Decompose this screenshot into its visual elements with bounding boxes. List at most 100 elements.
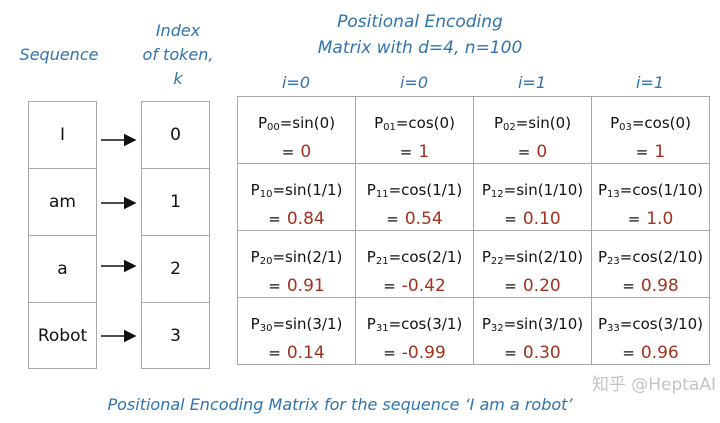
index-box: 0 (141, 101, 210, 169)
cell-formula: P11=cos(1/1) (356, 178, 473, 207)
formula: =cos(0) (631, 114, 691, 132)
matrix-cell: P20=sin(2/1) = 0.91 (237, 230, 356, 298)
formula: =sin(0) (279, 114, 336, 132)
cell-formula: P13=cos(1/10) (592, 178, 709, 207)
formula: =sin(1/1) (272, 181, 343, 199)
cell-formula: P33=cos(3/10) (592, 312, 709, 341)
formula: =cos(3/10) (619, 315, 703, 333)
matrix-cell: P33=cos(3/10) = 0.96 (591, 297, 710, 365)
p-subscript: 03 (619, 122, 632, 133)
p-symbol: P (481, 181, 491, 199)
formula: =cos(1/1) (388, 181, 463, 199)
equals: = (622, 344, 635, 362)
p-subscript: 20 (259, 256, 273, 267)
cell-formula: P00=sin(0) (238, 111, 355, 140)
equals: = (622, 277, 635, 295)
p-subscript: 23 (607, 256, 620, 267)
cell-value: = 0.30 (474, 341, 591, 365)
token-box: am (28, 168, 97, 236)
matrix-cell: P12=sin(1/10) = 0.10 (473, 163, 592, 231)
value: -0.42 (401, 276, 446, 296)
column-header: i=1 (635, 73, 665, 92)
value: 0 (536, 142, 548, 162)
cell-formula: P22=sin(2/10) (474, 245, 591, 274)
cell-value: = 1.0 (592, 207, 709, 231)
p-symbol: P (257, 114, 267, 132)
matrix-cell: P00=sin(0) = 0 (237, 96, 356, 164)
p-subscript: 13 (607, 189, 620, 200)
matrix-cell: P01=cos(0) = 1 (355, 96, 474, 164)
watermark: 知乎 @HeptaAI (591, 375, 716, 395)
p-subscript: 11 (375, 189, 389, 200)
cell-value: = 0.84 (238, 207, 355, 231)
sequence-label: Sequence (19, 45, 99, 64)
cell-formula: P02=sin(0) (474, 111, 591, 140)
formula: =sin(2/10) (503, 248, 584, 266)
cell-formula: P03=cos(0) (592, 111, 709, 140)
cell-value: = 0.54 (356, 207, 473, 231)
p-subscript: 00 (267, 122, 280, 133)
p-symbol: P (598, 315, 608, 333)
equals: = (268, 344, 281, 362)
equals: = (399, 143, 413, 161)
value: 0.20 (522, 276, 561, 296)
formula: =cos(1/10) (619, 181, 703, 199)
cell-value: = 0.98 (592, 274, 709, 298)
p-subscript: 01 (383, 122, 396, 133)
caption: Positional Encoding Matrix for the seque… (107, 395, 573, 414)
value: 0.30 (522, 343, 561, 363)
equals: = (268, 277, 281, 295)
matrix-cell: P31=cos(3/1) = -0.99 (355, 297, 474, 365)
equals: = (504, 277, 517, 295)
cell-value: = 0.96 (592, 341, 709, 365)
p-symbol: P (250, 181, 260, 199)
cell-formula: P21=cos(2/1) (356, 245, 473, 274)
cell-value: = 0 (474, 140, 591, 164)
cell-formula: P23=cos(2/10) (592, 245, 709, 274)
cell-formula: P10=sin(1/1) (238, 178, 355, 207)
value: 0.84 (286, 209, 325, 229)
p-symbol: P (598, 248, 608, 266)
p-subscript: 33 (607, 323, 620, 334)
value: 0 (300, 142, 312, 162)
value: 0.10 (522, 209, 561, 229)
formula: =cos(0) (395, 114, 455, 132)
p-subscript: 30 (259, 323, 273, 334)
formula: =sin(3/1) (272, 315, 343, 333)
cell-formula: P31=cos(3/1) (356, 312, 473, 341)
value: 0.14 (286, 343, 325, 363)
cell-value: = 0 (238, 140, 355, 164)
matrix-cell: P13=cos(1/10) = 1.0 (591, 163, 710, 231)
equals: = (383, 344, 396, 362)
cell-value: = -0.42 (356, 274, 473, 298)
token-box: a (28, 235, 97, 303)
index-label: of token, (142, 45, 214, 64)
cell-formula: P01=cos(0) (356, 111, 473, 140)
value: 1 (654, 142, 666, 162)
cell-value: = 1 (356, 140, 473, 164)
p-symbol: P (610, 114, 620, 132)
p-symbol: P (366, 181, 376, 199)
equals: = (383, 277, 396, 295)
p-symbol: P (493, 114, 503, 132)
cell-value: = 0.91 (238, 274, 355, 298)
formula: =cos(3/1) (388, 315, 463, 333)
matrix-title: Positional Encoding (337, 12, 503, 32)
p-subscript: 12 (490, 189, 504, 200)
formula: =cos(2/1) (388, 248, 463, 266)
index-label: k (173, 69, 183, 88)
formula: =sin(2/1) (272, 248, 343, 266)
p-subscript: 02 (503, 122, 516, 133)
cell-formula: P20=sin(2/1) (238, 245, 355, 274)
formula: =sin(0) (515, 114, 572, 132)
p-symbol: P (250, 315, 260, 333)
p-symbol: P (481, 248, 491, 266)
p-subscript: 31 (375, 323, 389, 334)
matrix-cell: P23=cos(2/10) = 0.98 (591, 230, 710, 298)
equals: = (268, 210, 281, 228)
token-box: Robot (28, 302, 97, 369)
cell-formula: P12=sin(1/10) (474, 178, 591, 207)
column-header: i=1 (517, 73, 547, 92)
formula: =cos(2/10) (619, 248, 703, 266)
